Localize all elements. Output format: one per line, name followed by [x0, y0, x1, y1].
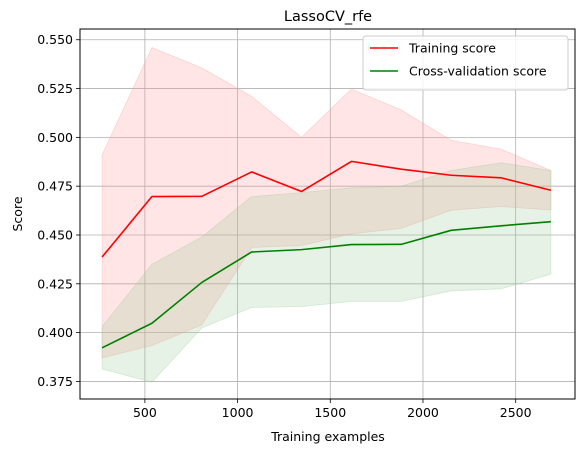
y-tick-label: 0.450 — [37, 227, 73, 242]
series-lines — [101, 160, 552, 349]
x-tick-label: 500 — [133, 405, 157, 420]
y-tick-label: 0.375 — [37, 374, 73, 389]
x-axis-ticks: 500 1000 1500 2000 2500 — [133, 399, 532, 420]
x-tick-label: 2500 — [500, 405, 532, 420]
series-line-training — [101, 160, 552, 258]
plot-frame — [79, 28, 576, 400]
x-tick-label: 1500 — [314, 405, 346, 420]
legend-label-training: Training score — [408, 41, 496, 56]
legend-label-cv: Cross-validation score — [409, 64, 547, 79]
y-tick-label: 0.425 — [37, 276, 73, 291]
y-axis-ticks: 0.375 0.400 0.425 0.450 0.475 0.500 0.525 0.550 — [37, 32, 80, 389]
y-tick-label: 0.475 — [37, 179, 73, 194]
band-training — [101, 47, 552, 359]
band-cv — [101, 162, 552, 383]
y-tick-label: 0.500 — [37, 130, 73, 145]
legend-box — [362, 35, 569, 91]
y-tick-label: 0.550 — [37, 32, 73, 47]
chart-title: LassoCV_rfe — [284, 9, 372, 25]
plot-area — [80, 29, 575, 399]
y-tick-label: 0.525 — [37, 81, 73, 96]
x-tick-label: 1000 — [222, 405, 254, 420]
y-tick-label: 0.400 — [37, 325, 73, 340]
x-axis-label: Training examples — [270, 429, 385, 444]
confidence-bands — [101, 47, 552, 383]
series-line-cv — [101, 220, 551, 349]
x-tick-label: 2000 — [407, 405, 439, 420]
grid — [80, 29, 575, 399]
y-axis-label: Score — [10, 196, 25, 231]
legend: Training score Cross-validation score — [362, 35, 569, 91]
